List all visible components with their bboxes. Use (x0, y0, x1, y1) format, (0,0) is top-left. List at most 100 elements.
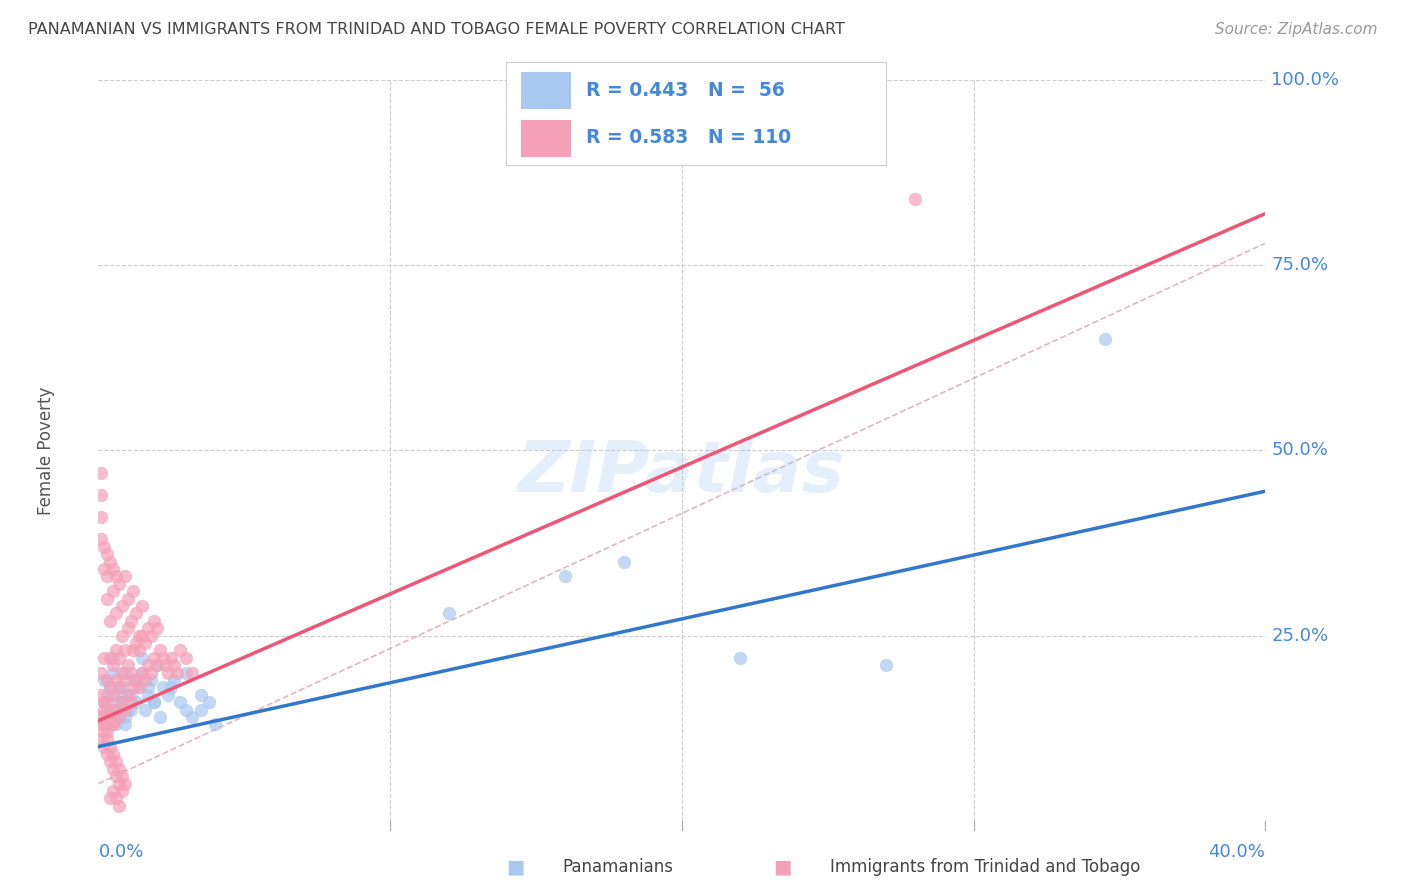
Point (134, 636, 156, 650)
Point (90, 688, 112, 702)
Point (128, 681, 150, 695)
Point (131, 665, 153, 680)
Point (98, 681, 121, 695)
Text: 25.0%: 25.0% (1271, 626, 1329, 645)
Point (146, 658, 169, 673)
Point (136, 688, 159, 702)
Point (117, 591, 139, 606)
Point (108, 762, 131, 776)
Point (98, 710, 121, 724)
Point (98, 703, 121, 717)
Point (98, 710, 121, 724)
Point (108, 695, 131, 709)
Point (169, 695, 191, 709)
Point (174, 665, 197, 680)
Point (101, 784, 124, 798)
Point (96, 591, 118, 606)
Point (180, 710, 202, 724)
Point (120, 703, 142, 717)
Point (114, 643, 136, 657)
Point (142, 695, 165, 709)
Text: ZIPatlas: ZIPatlas (519, 438, 845, 508)
Point (93, 695, 115, 709)
Point (96, 673, 118, 687)
Point (190, 703, 212, 717)
Point (169, 643, 191, 657)
Point (93, 724, 115, 739)
Point (128, 643, 150, 657)
Point (174, 703, 197, 717)
Point (108, 681, 131, 695)
Point (122, 681, 145, 695)
Point (93, 695, 115, 709)
Point (157, 665, 180, 680)
Point (146, 658, 169, 673)
Point (96, 717, 118, 731)
Point (131, 665, 153, 680)
Point (136, 658, 159, 673)
Point (96, 569, 118, 583)
Point (174, 650, 197, 665)
Point (125, 673, 148, 687)
Text: R = 0.443   N =  56: R = 0.443 N = 56 (586, 80, 785, 100)
Point (117, 688, 139, 702)
Point (104, 607, 127, 621)
Point (104, 755, 127, 769)
Point (93, 562, 115, 576)
Point (93, 703, 115, 717)
Point (612, 554, 634, 569)
Point (93, 540, 115, 554)
Point (111, 769, 134, 783)
Point (146, 621, 169, 635)
Point (198, 695, 221, 709)
Point (90, 488, 112, 502)
Point (125, 607, 148, 621)
Point (437, 607, 460, 621)
Point (108, 776, 131, 791)
Point (142, 695, 165, 709)
Text: Immigrants from Trinidad and Tobago: Immigrants from Trinidad and Tobago (830, 858, 1140, 876)
Bar (522, 120, 571, 157)
Text: R = 0.583   N = 110: R = 0.583 N = 110 (586, 128, 792, 147)
Point (98, 650, 121, 665)
Point (90, 466, 112, 480)
Point (114, 665, 136, 680)
Point (104, 569, 127, 583)
Text: Source: ZipAtlas.com: Source: ZipAtlas.com (1215, 22, 1378, 37)
Point (149, 710, 172, 724)
Point (101, 562, 124, 576)
Point (131, 599, 153, 613)
Text: 40.0%: 40.0% (1209, 843, 1265, 861)
Point (111, 695, 134, 709)
Point (101, 717, 124, 731)
Point (104, 791, 127, 805)
Point (190, 688, 212, 702)
Point (90, 717, 112, 731)
Point (101, 688, 124, 702)
Point (93, 717, 115, 731)
Point (96, 695, 118, 709)
Point (98, 755, 121, 769)
Point (128, 681, 150, 695)
Point (111, 665, 134, 680)
Point (114, 710, 136, 724)
Point (117, 703, 139, 717)
Point (125, 636, 148, 650)
Point (90, 732, 112, 747)
Point (108, 710, 131, 724)
Point (104, 769, 127, 783)
Point (108, 650, 131, 665)
Point (93, 650, 115, 665)
Point (96, 724, 118, 739)
Text: ■: ■ (773, 857, 792, 877)
Point (157, 688, 180, 702)
Point (98, 614, 121, 628)
Point (96, 547, 118, 561)
Point (111, 784, 134, 798)
Point (111, 681, 134, 695)
Point (111, 695, 134, 709)
Point (111, 599, 134, 613)
Point (120, 688, 142, 702)
Point (104, 643, 127, 657)
Point (120, 614, 142, 628)
